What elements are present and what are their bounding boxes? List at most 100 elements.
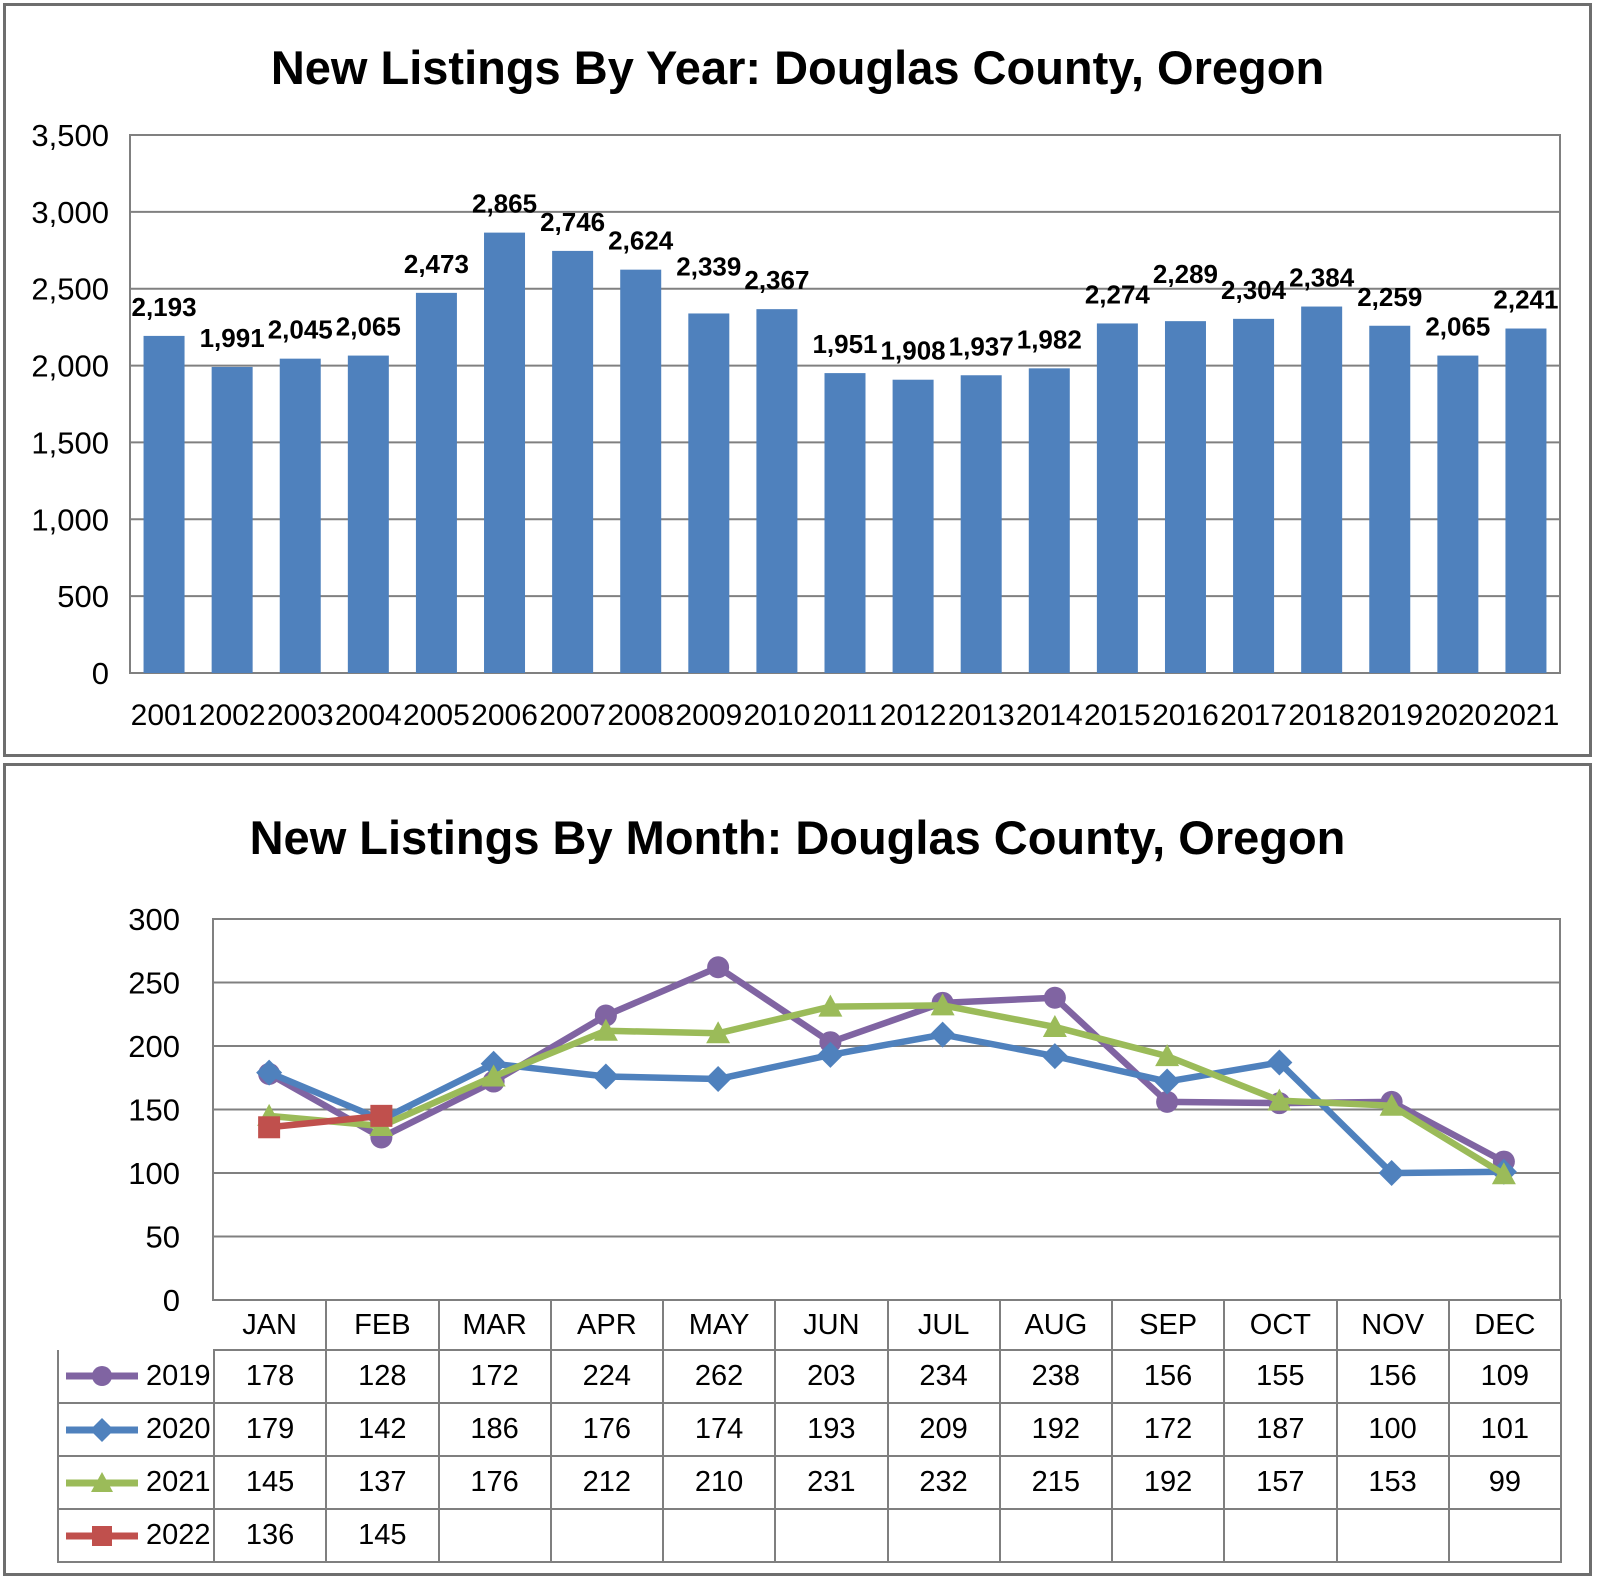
y-tick-label: 100 <box>128 1156 180 1191</box>
x-tick-label: 2007 <box>539 699 606 732</box>
marker-2021 <box>818 994 843 1017</box>
marker-2022 <box>258 1116 281 1139</box>
legend-marker <box>92 1525 112 1546</box>
table-cell: 192 <box>998 1402 1114 1457</box>
bar <box>620 269 662 673</box>
circle-legend-icon <box>66 1366 138 1386</box>
month-header: OCT <box>1223 1299 1338 1351</box>
x-tick-label: 2005 <box>403 699 470 732</box>
table-cell: 155 <box>1223 1349 1338 1404</box>
monthly-chart-title: New Listings By Month: Douglas County, O… <box>249 811 1346 864</box>
table-cell <box>549 1508 665 1563</box>
marker-2020 <box>256 1059 283 1086</box>
monthly-data-table: JAN FEB MAR APR MAY JUN JUL AUG SEP OCT NOV DEC 2019… <box>57 1299 1563 1563</box>
month-header: JUN <box>774 1299 889 1351</box>
bar <box>1233 318 1275 673</box>
month-header: JAN <box>212 1299 328 1351</box>
bar <box>892 379 934 673</box>
bar <box>279 358 321 673</box>
legend-marker <box>92 1366 112 1386</box>
table-row-2019: 2019 178 128 172 224 262 203 234 238 156 155 156 109 <box>57 1349 1563 1404</box>
bar <box>211 366 253 673</box>
x-tick-label: 2001 <box>131 699 198 732</box>
table-corner-cell <box>58 1300 214 1350</box>
legend-key-2021: 2021 <box>57 1455 215 1510</box>
marker-2020 <box>1154 1068 1181 1095</box>
table-cell: 128 <box>325 1349 440 1404</box>
month-header: AUG <box>998 1299 1114 1351</box>
table-cell: 262 <box>661 1349 777 1404</box>
table-cell: 186 <box>437 1402 552 1457</box>
bar <box>1505 328 1547 673</box>
legend-key-wrap: 2020 <box>60 1413 212 1446</box>
table-cell: 231 <box>774 1455 889 1510</box>
x-tick-label: 2019 <box>1356 699 1423 732</box>
table-cell: 156 <box>1110 1349 1226 1404</box>
table-row-2022: 2022 136 145 <box>57 1508 1563 1563</box>
y-tick-label: 2,000 <box>31 349 109 384</box>
bar-value-label: 2,384 <box>1289 263 1355 293</box>
x-tick-label: 2010 <box>744 699 811 732</box>
month-header: FEB <box>325 1299 440 1351</box>
x-tick-label: 2012 <box>880 699 947 732</box>
x-tick-label: 2016 <box>1152 699 1219 732</box>
marker-2022 <box>370 1104 393 1127</box>
table-cell <box>1447 1508 1563 1563</box>
table-cell: 153 <box>1335 1455 1450 1510</box>
table-cell: 136 <box>212 1508 328 1563</box>
line-series-2019 <box>265 964 1508 1165</box>
marker-2020 <box>1041 1043 1068 1070</box>
bar-value-label: 2,193 <box>132 292 197 322</box>
bar-value-label: 2,065 <box>1425 312 1490 342</box>
y-tick-label: 0 <box>163 1283 180 1311</box>
marker-2021 <box>1155 1044 1180 1067</box>
bar-value-label: 2,865 <box>472 189 537 219</box>
bar <box>1164 321 1206 673</box>
table-cell <box>661 1508 777 1563</box>
x-tick-label: 2002 <box>199 699 266 732</box>
marker-2020 <box>480 1050 507 1077</box>
x-tick-label: 2021 <box>1493 699 1560 732</box>
bar <box>688 313 730 673</box>
marker-2021 <box>930 993 955 1016</box>
marker-2021 <box>593 1018 618 1041</box>
table-cell: 238 <box>998 1349 1114 1404</box>
bar-value-label: 2,045 <box>268 315 333 345</box>
legend-year-label: 2020 <box>146 1413 211 1445</box>
month-header: SEP <box>1110 1299 1226 1351</box>
table-cell: 156 <box>1335 1349 1450 1404</box>
yearly-chart-title: New Listings By Year: Douglas County, Or… <box>270 41 1325 94</box>
marker-2021 <box>1379 1093 1404 1116</box>
bar <box>1096 323 1138 673</box>
y-tick-label: 300 <box>128 902 180 937</box>
bar-value-label: 2,624 <box>608 226 674 256</box>
table-cell: 234 <box>886 1349 1001 1404</box>
x-tick-label: 2020 <box>1424 699 1491 732</box>
y-tick-label: 1,000 <box>31 502 109 537</box>
table-cell: 145 <box>212 1455 328 1510</box>
bar-value-label: 1,982 <box>1017 324 1082 354</box>
table-cell: 109 <box>1447 1349 1563 1404</box>
table-cell: 232 <box>886 1455 1001 1510</box>
month-header: APR <box>549 1299 665 1351</box>
y-tick-label: 1,500 <box>31 425 109 460</box>
y-tick-label: 150 <box>128 1093 180 1128</box>
y-tick-label: 2,500 <box>31 272 109 307</box>
table-cell: 172 <box>1110 1402 1226 1457</box>
bar <box>415 292 457 673</box>
diamond-legend-icon <box>66 1417 138 1442</box>
yearly-chart-panel: 0 500 1,000 1,500 2,000 2,500 3,000 3,500 2,193 2… <box>3 3 1592 757</box>
table-cell: 212 <box>549 1455 665 1510</box>
legend-marker <box>91 1471 113 1492</box>
marker-2021 <box>1491 1162 1516 1185</box>
table-cell <box>1335 1508 1450 1563</box>
table-cell: 142 <box>325 1402 440 1457</box>
marker-2021 <box>481 1064 506 1087</box>
bar-value-label: 2,339 <box>676 251 741 281</box>
table-cell: 210 <box>661 1455 777 1510</box>
legend-key-2022: 2022 <box>57 1508 215 1563</box>
legend-key-wrap: 2021 <box>60 1466 212 1499</box>
x-tick-label: 2014 <box>1016 699 1083 732</box>
marker-2019 <box>594 1004 617 1027</box>
monthly-chart-panel: 0 50 100 150 200 250 300 New Listings By Month… <box>3 763 1592 1576</box>
